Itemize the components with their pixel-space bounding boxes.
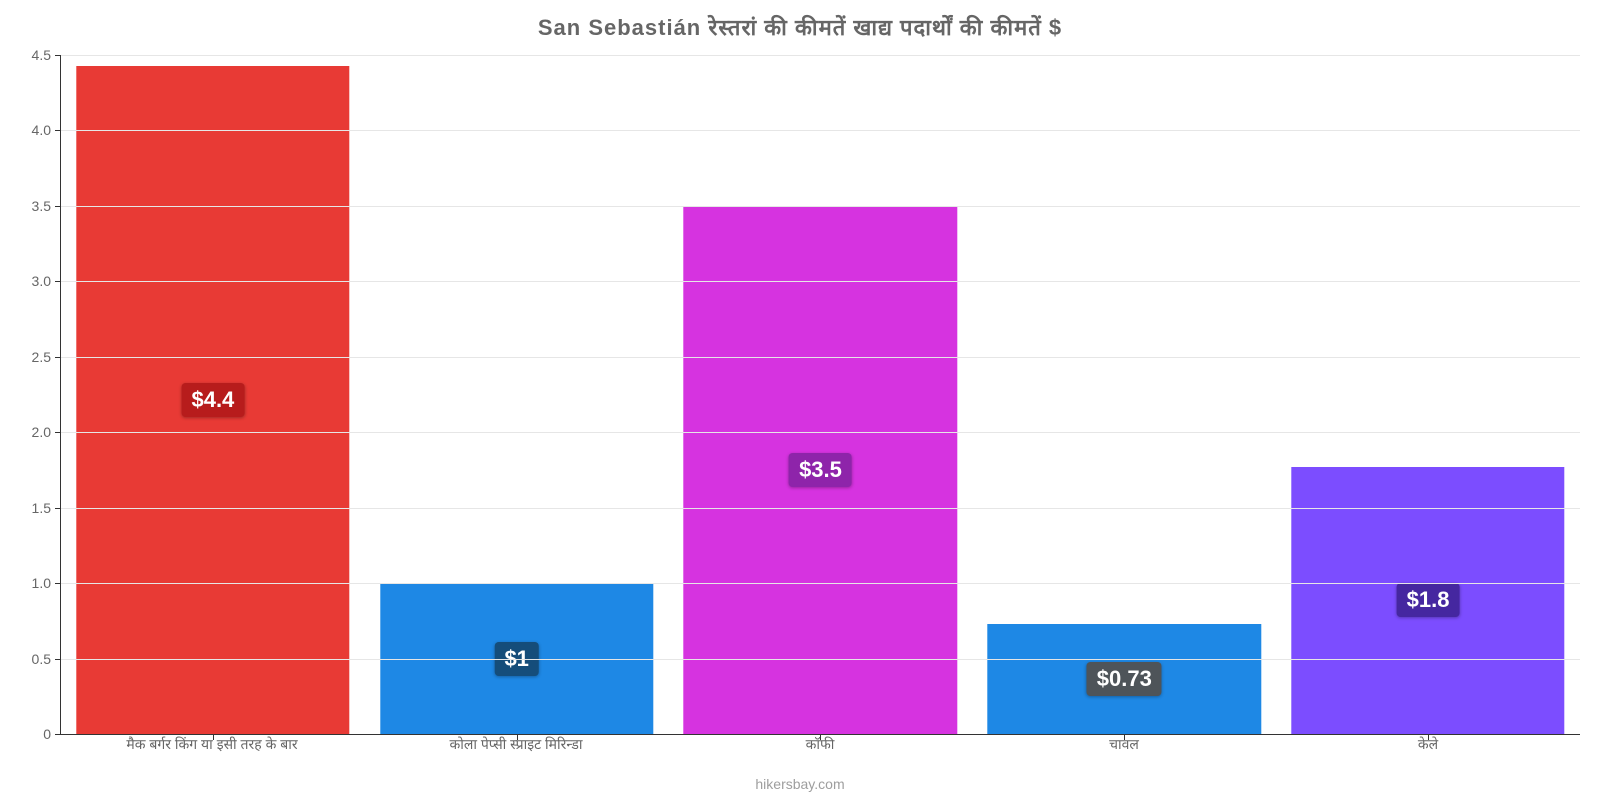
- bar-value-label: $1.8: [1397, 583, 1460, 617]
- gridline: [61, 583, 1580, 584]
- y-tick-mark: [55, 206, 61, 207]
- bar-slot: $0.73: [972, 55, 1276, 734]
- gridline: [61, 281, 1580, 282]
- x-axis-label: कॉफी: [668, 735, 972, 754]
- x-axis-labels: मैक बर्गर किंग या इसी तरह के बारकोला पेप…: [60, 735, 1580, 754]
- y-tick-mark: [55, 508, 61, 509]
- bar-slot: $4.4: [61, 55, 365, 734]
- gridline: [61, 432, 1580, 433]
- gridline: [61, 357, 1580, 358]
- y-tick-mark: [55, 357, 61, 358]
- gridline: [61, 659, 1580, 660]
- gridline: [61, 55, 1580, 56]
- y-tick-mark: [55, 583, 61, 584]
- x-axis-label: कोला पेप्सी स्प्राइट मिरिन्डा: [364, 735, 668, 754]
- gridline: [61, 130, 1580, 131]
- plot-area: $4.4$1$3.5$0.73$1.8 00.51.01.52.02.53.03…: [60, 55, 1580, 735]
- gridline: [61, 206, 1580, 207]
- x-axis-label: चावल: [972, 735, 1276, 754]
- chart-container: San Sebastián रेस्तरां की कीमतें खाद्य प…: [0, 0, 1600, 800]
- bar-value-label: $3.5: [789, 453, 852, 487]
- y-tick-mark: [55, 130, 61, 131]
- bar-value-label: $4.4: [181, 383, 244, 417]
- bar-slot: $3.5: [669, 55, 973, 734]
- y-tick-mark: [55, 659, 61, 660]
- chart-footer: hikersbay.com: [0, 776, 1600, 792]
- gridline: [61, 508, 1580, 509]
- y-tick-mark: [55, 432, 61, 433]
- x-axis-label: मैक बर्गर किंग या इसी तरह के बार: [60, 735, 364, 754]
- y-tick-mark: [55, 281, 61, 282]
- y-tick-mark: [55, 55, 61, 56]
- bar-slot: $1.8: [1276, 55, 1580, 734]
- bar-value-label: $0.73: [1087, 662, 1162, 696]
- bars-group: $4.4 $1 $3.5 $0.73 $1.8: [61, 55, 1580, 734]
- chart-title: San Sebastián रेस्तरां की कीमतें खाद्य प…: [0, 12, 1600, 42]
- x-axis-label: केले: [1276, 735, 1580, 754]
- bar-slot: $1: [365, 55, 669, 734]
